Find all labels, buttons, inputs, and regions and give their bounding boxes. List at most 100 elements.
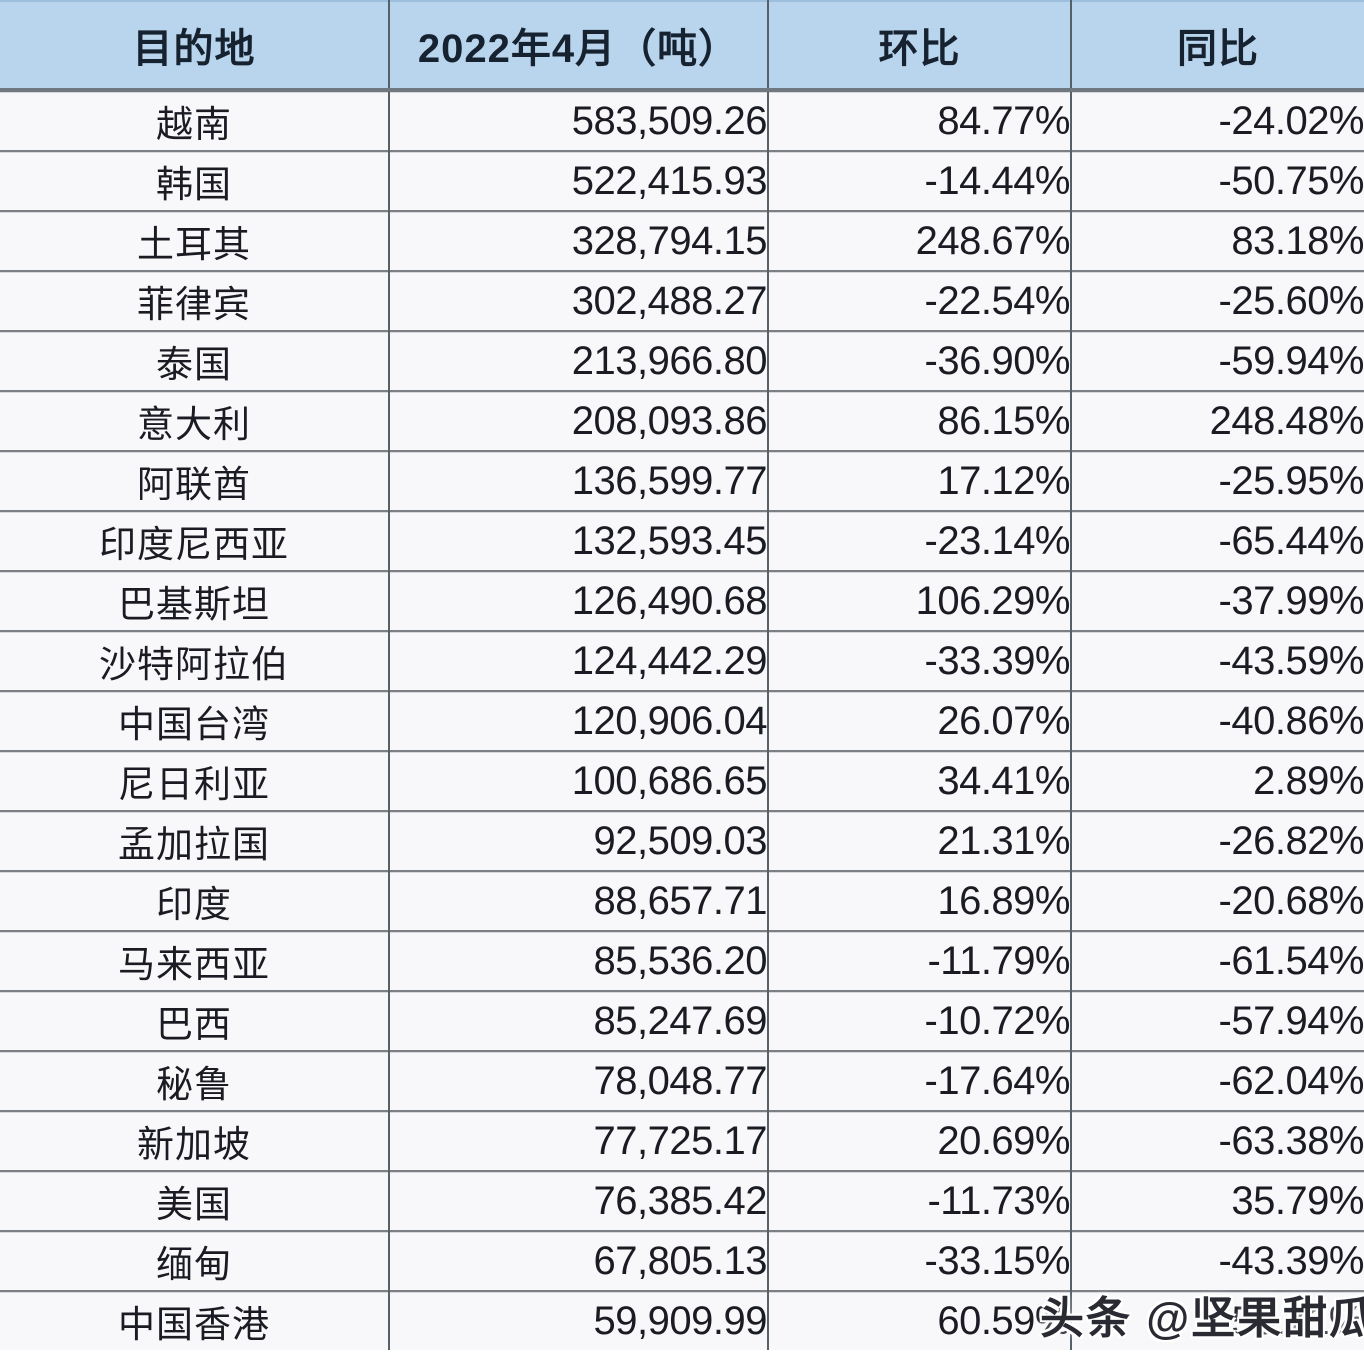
cell-destination: 美国: [0, 1170, 390, 1231]
cell-mom: 60.59%: [768, 1290, 1072, 1350]
cell-destination: 秘鲁: [0, 1050, 390, 1111]
header-row: 目的地 2022年4月（吨） 环比 同比: [0, 0, 1364, 92]
cell-yoy: -25.60%: [1071, 270, 1364, 331]
cell-mom: 26.07%: [768, 690, 1072, 751]
cell-volume: 328,794.15: [389, 210, 769, 271]
cell-destination: 韩国: [0, 150, 390, 211]
table-row: 印度尼西亚 132,593.45 -23.14% -65.44%: [0, 510, 1364, 571]
cell-volume: 120,906.04: [389, 690, 769, 751]
cell-yoy: -63.38%: [1071, 1110, 1364, 1171]
cell-mom: -14.44%: [768, 150, 1072, 211]
table-row: 美国 76,385.42 -11.73% 35.79%: [0, 1170, 1364, 1231]
cell-mom: 248.67%: [768, 210, 1072, 271]
cell-volume: 132,593.45: [389, 510, 769, 571]
table-row: 中国香港 59,909.99 60.59% -55.71%: [0, 1290, 1364, 1350]
cell-volume: 126,490.68: [389, 570, 769, 631]
cell-yoy: 83.18%: [1071, 210, 1364, 271]
cell-volume: 92,509.03: [389, 810, 769, 871]
cell-destination: 意大利: [0, 390, 390, 451]
table-row: 孟加拉国 92,509.03 21.31% -26.82%: [0, 810, 1364, 871]
cell-yoy: -57.94%: [1071, 990, 1364, 1051]
cell-mom: 21.31%: [768, 810, 1072, 871]
table-row: 泰国 213,966.80 -36.90% -59.94%: [0, 330, 1364, 391]
cell-destination: 缅甸: [0, 1230, 390, 1291]
cell-mom: -10.72%: [768, 990, 1072, 1051]
cell-yoy: -55.71%: [1071, 1290, 1364, 1350]
table-row: 阿联酋 136,599.77 17.12% -25.95%: [0, 450, 1364, 511]
cell-destination: 土耳其: [0, 210, 390, 271]
table-row: 沙特阿拉伯 124,442.29 -33.39% -43.59%: [0, 630, 1364, 691]
cell-mom: 34.41%: [768, 750, 1072, 811]
cell-destination: 新加坡: [0, 1110, 390, 1171]
cell-mom: -23.14%: [768, 510, 1072, 571]
cell-yoy: -65.44%: [1071, 510, 1364, 571]
table-row: 巴基斯坦 126,490.68 106.29% -37.99%: [0, 570, 1364, 631]
cell-mom: -33.39%: [768, 630, 1072, 691]
cell-destination: 孟加拉国: [0, 810, 390, 871]
table-row: 马来西亚 85,536.20 -11.79% -61.54%: [0, 930, 1364, 991]
cell-mom: 16.89%: [768, 870, 1072, 931]
table-row: 印度 88,657.71 16.89% -20.68%: [0, 870, 1364, 931]
cell-destination: 越南: [0, 90, 390, 151]
cell-destination: 尼日利亚: [0, 750, 390, 811]
cell-volume: 208,093.86: [389, 390, 769, 451]
cell-destination: 印度: [0, 870, 390, 931]
cell-destination: 巴基斯坦: [0, 570, 390, 631]
cell-volume: 213,966.80: [389, 330, 769, 391]
cell-mom: -11.73%: [768, 1170, 1072, 1231]
cell-yoy: -26.82%: [1071, 810, 1364, 871]
cell-mom: 84.77%: [768, 90, 1072, 151]
cell-destination: 沙特阿拉伯: [0, 630, 390, 691]
table-header: 目的地 2022年4月（吨） 环比 同比: [0, 0, 1364, 92]
cell-yoy: -24.02%: [1071, 90, 1364, 151]
table-row: 新加坡 77,725.17 20.69% -63.38%: [0, 1110, 1364, 1171]
col-header-yoy: 同比: [1071, 0, 1364, 92]
cell-volume: 85,247.69: [389, 990, 769, 1051]
cell-destination: 泰国: [0, 330, 390, 391]
cell-yoy: 35.79%: [1071, 1170, 1364, 1231]
table-row: 越南 583,509.26 84.77% -24.02%: [0, 90, 1364, 151]
cell-mom: -22.54%: [768, 270, 1072, 331]
cell-yoy: -62.04%: [1071, 1050, 1364, 1111]
table-body: 越南 583,509.26 84.77% -24.02% 韩国 522,415.93 -14…: [0, 90, 1364, 1350]
table-row: 秘鲁 78,048.77 -17.64% -62.04%: [0, 1050, 1364, 1111]
cell-volume: 522,415.93: [389, 150, 769, 211]
cell-yoy: -43.39%: [1071, 1230, 1364, 1291]
cell-yoy: -59.94%: [1071, 330, 1364, 391]
table-row: 韩国 522,415.93 -14.44% -50.75%: [0, 150, 1364, 211]
cell-mom: 17.12%: [768, 450, 1072, 511]
cell-yoy: -43.59%: [1071, 630, 1364, 691]
cell-yoy: -50.75%: [1071, 150, 1364, 211]
cell-volume: 302,488.27: [389, 270, 769, 331]
col-header-destination: 目的地: [0, 0, 390, 92]
table-row: 菲律宾 302,488.27 -22.54% -25.60%: [0, 270, 1364, 331]
table-row: 巴西 85,247.69 -10.72% -57.94%: [0, 990, 1364, 1051]
cell-volume: 76,385.42: [389, 1170, 769, 1231]
cell-volume: 124,442.29: [389, 630, 769, 691]
cell-mom: -17.64%: [768, 1050, 1072, 1111]
cell-destination: 中国香港: [0, 1290, 390, 1350]
cell-mom: 86.15%: [768, 390, 1072, 451]
cell-mom: -11.79%: [768, 930, 1072, 991]
cell-yoy: 248.48%: [1071, 390, 1364, 451]
cell-volume: 67,805.13: [389, 1230, 769, 1291]
cell-volume: 583,509.26: [389, 90, 769, 151]
cell-mom: 20.69%: [768, 1110, 1072, 1171]
cell-volume: 77,725.17: [389, 1110, 769, 1171]
cell-destination: 中国台湾: [0, 690, 390, 751]
table-row: 意大利 208,093.86 86.15% 248.48%: [0, 390, 1364, 451]
cell-volume: 136,599.77: [389, 450, 769, 511]
table-row: 土耳其 328,794.15 248.67% 83.18%: [0, 210, 1364, 271]
cell-mom: -33.15%: [768, 1230, 1072, 1291]
table-row: 缅甸 67,805.13 -33.15% -43.39%: [0, 1230, 1364, 1291]
cell-yoy: 2.89%: [1071, 750, 1364, 811]
cell-volume: 100,686.65: [389, 750, 769, 811]
cell-yoy: -61.54%: [1071, 930, 1364, 991]
cell-volume: 88,657.71: [389, 870, 769, 931]
cell-yoy: -40.86%: [1071, 690, 1364, 751]
cell-volume: 78,048.77: [389, 1050, 769, 1111]
cell-destination: 阿联酋: [0, 450, 390, 511]
cell-destination: 印度尼西亚: [0, 510, 390, 571]
